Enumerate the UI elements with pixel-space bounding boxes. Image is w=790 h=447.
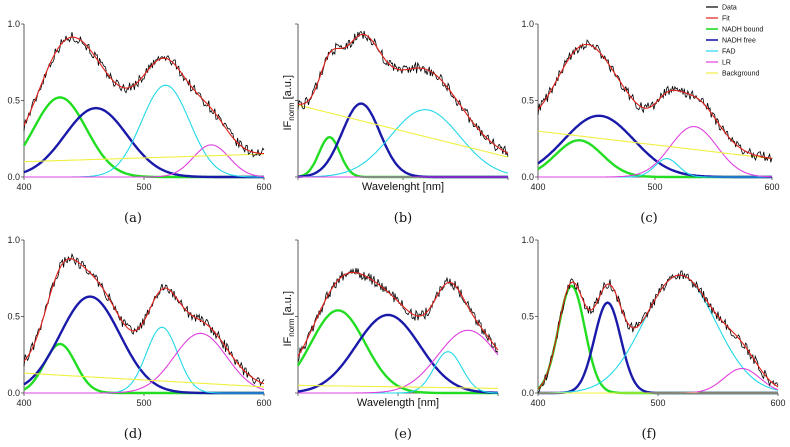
x-axis-label: Wavelength [nm] — [357, 397, 439, 409]
x-tick-label: 400 — [530, 182, 545, 192]
y-tick-label: 0.5 — [7, 96, 20, 106]
curve-lr — [24, 332, 265, 394]
curve-background — [537, 130, 773, 160]
x-tick-label: 500 — [647, 182, 662, 192]
curve-nadh-free — [23, 106, 264, 179]
panel-e: Wavelength [nm] IFnorm [a.u.] (e) — [282, 239, 499, 442]
x-tick-label: 600 — [256, 182, 271, 192]
curve-fad — [298, 109, 509, 178]
legend: Data Fit NADH bound NADH free FAD LR Bac… — [706, 5, 763, 78]
curve-background — [23, 372, 265, 388]
x-axis-label: Wavelenght [nm] — [362, 181, 444, 193]
curve-nadh-bound — [537, 284, 778, 395]
y-tick-label: 0.0 — [521, 388, 534, 398]
curve-nadh-bound — [22, 96, 264, 179]
y-tick-label: 0.0 — [7, 172, 20, 182]
curve-fit — [537, 274, 779, 390]
panel-caption: (d) — [124, 427, 142, 442]
curve-data — [537, 39, 773, 163]
panel-b: Wavelenght [nm] IFnorm [a.u.] (b) — [282, 23, 509, 226]
panels-group: 400 500 600 0.0 0.5 1.0 (a) Wavelenght [nm] IFno… — [7, 19, 785, 442]
legend-label-data: Data — [722, 5, 737, 12]
legend-label-lr: LR — [722, 60, 731, 67]
curve-background — [297, 104, 509, 158]
y-axis-label: IFnorm [a.u.] — [282, 291, 296, 347]
curve-nadh-bound — [23, 342, 264, 395]
y-tick-label: 0.5 — [521, 96, 534, 106]
y-tick-label: 0.0 — [7, 388, 20, 398]
curve-nadh-free — [538, 301, 778, 395]
curve-background — [298, 384, 498, 389]
legend-label-fit: Fit — [722, 16, 730, 23]
x-tick-label: 500 — [136, 398, 151, 408]
x-tick-label: 600 — [256, 398, 271, 408]
panel-caption: (f) — [642, 427, 657, 442]
curve-lr — [298, 329, 499, 394]
panel-d: 400 500 600 0.0 0.5 1.0 (d) — [7, 235, 271, 442]
legend-label-background: Background — [722, 71, 759, 78]
curve-nadh-bound — [297, 309, 498, 395]
panel-caption: (b) — [394, 211, 412, 226]
curve-fit — [537, 43, 773, 160]
x-tick-label: 600 — [770, 398, 785, 408]
curve-background — [24, 153, 264, 163]
curve-data — [23, 252, 265, 387]
panel-caption: (a) — [124, 211, 142, 226]
panel-a: 400 500 600 0.0 0.5 1.0 (a) — [7, 19, 271, 226]
x-tick-label: 500 — [650, 398, 665, 408]
curve-fit — [298, 33, 509, 154]
legend-label-fad: FAD — [722, 49, 736, 56]
curve-data — [297, 30, 509, 157]
curve-lr — [538, 125, 772, 178]
curve-fit — [23, 36, 265, 155]
curve-fad — [538, 274, 779, 394]
curve-lr — [24, 144, 265, 178]
legend-label-nadh-bound: NADH bound — [722, 27, 763, 34]
x-tick-label: 500 — [136, 182, 151, 192]
y-axis-label: IFnorm [a.u.] — [282, 75, 296, 131]
panel-caption: (c) — [640, 211, 657, 226]
x-tick-label: 400 — [16, 398, 31, 408]
curve-nadh-free — [298, 102, 508, 179]
y-tick-label: 1.0 — [521, 235, 534, 245]
panel-c: 400 500 600 0.0 0.5 1.0 (c) — [521, 19, 779, 226]
y-tick-label: 1.0 — [521, 19, 534, 29]
panel-caption: (e) — [394, 427, 412, 442]
legend-label-nadh-free: NADH free — [722, 38, 756, 45]
x-tick-label: 400 — [16, 182, 31, 192]
y-tick-label: 0.0 — [521, 172, 534, 182]
x-tick-label: 600 — [764, 182, 779, 192]
y-tick-label: 1.0 — [7, 19, 20, 29]
curve-data — [23, 32, 265, 158]
curve-fit — [297, 271, 499, 357]
panel-f: 400 500 600 0.0 0.5 1.0 (f) — [521, 235, 785, 442]
y-tick-label: 0.5 — [7, 312, 20, 322]
curve-nadh-free — [297, 313, 498, 394]
curve-fit — [23, 258, 265, 385]
x-tick-label: 400 — [530, 398, 545, 408]
curve-data — [537, 270, 779, 394]
y-tick-label: 1.0 — [7, 235, 20, 245]
y-tick-label: 0.5 — [521, 312, 534, 322]
